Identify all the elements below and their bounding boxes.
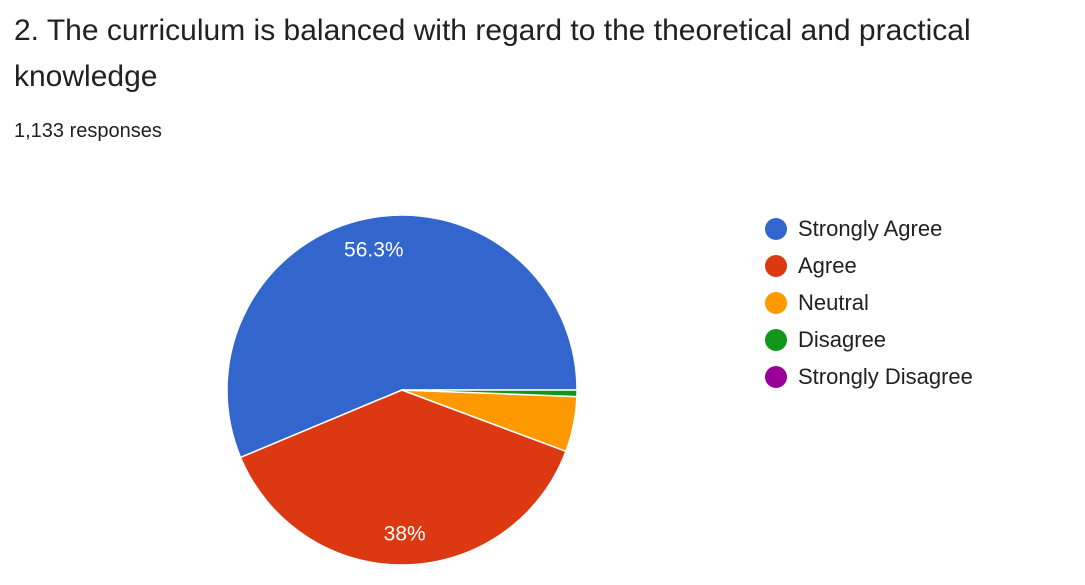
pie-slices [226,214,578,566]
pie-slice-labels: 56.3% 38% [344,238,426,545]
legend-swatch-strongly-agree [765,217,787,240]
legend-item-agree: Agree [765,247,973,284]
question-title: 2. The curriculum is balanced with regar… [14,14,971,93]
legend-label-strongly-agree: Strongly Agree [798,215,943,241]
slice-data-label-strongly-agree: 56.3% [344,238,404,261]
legend-swatch-strongly-disagree [765,365,787,388]
legend-label-disagree: Disagree [798,326,887,352]
legend-item-strongly-agree: Strongly Agree [765,210,973,247]
legend-item-neutral: Neutral [765,284,973,321]
pie-slice-strongly-agree [226,214,578,459]
legend-label-strongly-disagree: Strongly Disagree [798,363,973,389]
response-count: 1,133 responses [14,120,162,142]
legend-swatch-neutral [765,291,787,314]
legend-label-agree: Agree [798,252,857,278]
slice-data-label-agree: 38% [384,523,426,546]
legend-swatch-disagree [765,328,787,351]
pie-slice-disagree [401,389,578,398]
legend-item-disagree: Disagree [765,321,973,358]
chart-legend: Strongly Agree Agree Neutral Disagree Strong… [765,210,973,395]
legend-swatch-agree [765,254,787,277]
legend-label-neutral: Neutral [798,289,869,315]
legend-item-strongly-disagree: Strongly Disagree [765,358,973,395]
pie-slice-agree [239,389,567,566]
